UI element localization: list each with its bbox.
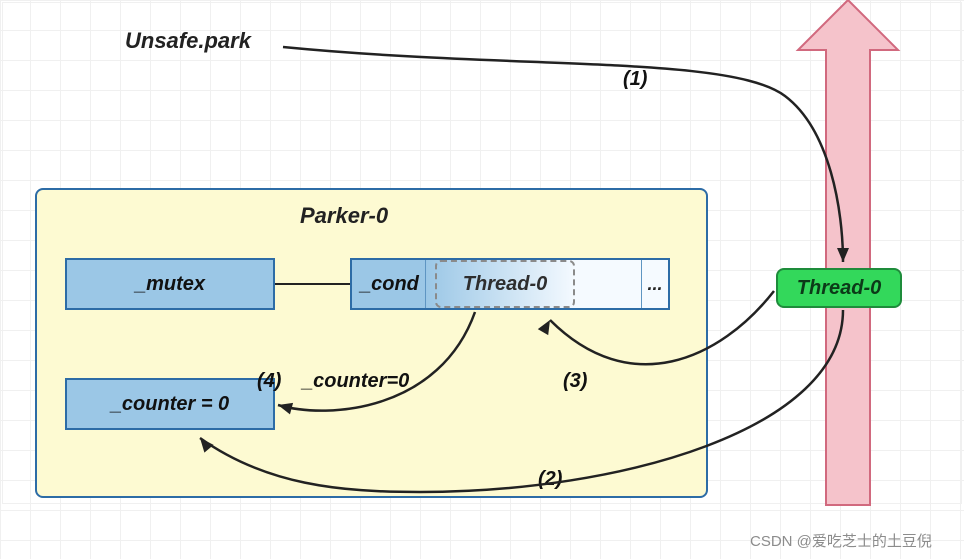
- diagram-canvas: Unsafe.park Parker-0 _mutex _counter = 0…: [0, 0, 964, 559]
- parker-container: [35, 188, 708, 498]
- step-label-1: (1): [623, 68, 647, 91]
- step-label-2: (2): [538, 468, 562, 491]
- thread-0-badge: Thread-0: [776, 268, 902, 308]
- step-label-4-extra: _counter=0: [302, 370, 409, 393]
- title-unsafe-park: Unsafe.park: [125, 28, 251, 54]
- node-mutex: _mutex: [65, 258, 275, 310]
- cond-thread-capsule: Thread-0: [435, 260, 575, 308]
- step-label-3: (3): [563, 370, 587, 393]
- cond-ellipsis: ...: [641, 260, 668, 308]
- parker-title: Parker-0: [300, 203, 388, 229]
- step-label-4: (4): [257, 370, 281, 393]
- node-counter: _counter = 0: [65, 378, 275, 430]
- watermark-text: CSDN @爱吃芝士的土豆倪: [750, 530, 932, 551]
- cond-label: _cond: [352, 260, 425, 308]
